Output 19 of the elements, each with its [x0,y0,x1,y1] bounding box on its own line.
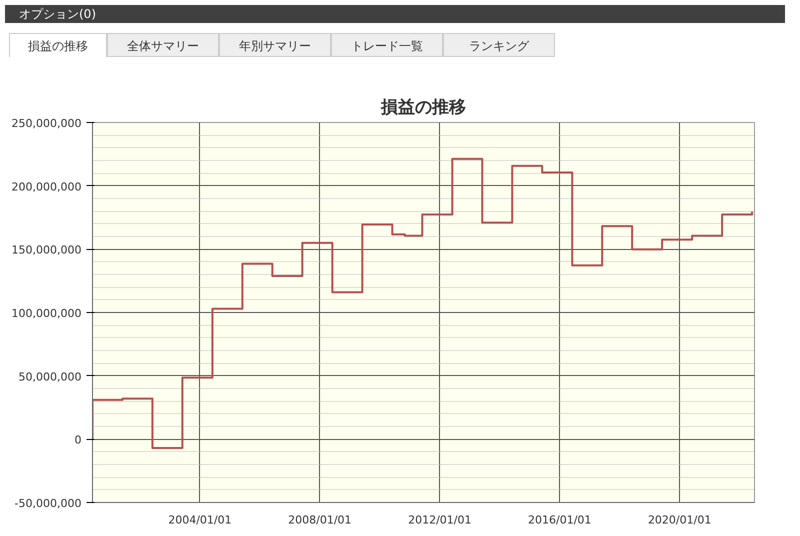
chart-title: 損益の推移 [380,98,466,118]
x-tick-label: 2004/01/01 [168,514,232,526]
x-tick-label: 2012/01/01 [408,514,472,526]
y-tick-label: 0 [74,434,82,447]
text: トレード一覧 [331,33,443,57]
y-tick-label: 150,000,000 [12,244,82,257]
y-tick-label: 200,000,000 [12,180,82,194]
y-tick-label: 100,000,000 [12,307,82,320]
y-tick-label: 250,000,000 [12,117,82,130]
text: 年別サマリー [219,33,331,57]
text: 損益の推移 [9,33,107,57]
text: オプション(0) [19,6,96,23]
x-tick-label: 2020/01/01 [648,514,712,526]
y-tick-label: -50,000,000 [14,497,82,510]
x-tick-label: 2016/01/01 [528,514,592,526]
x-tick-label: 2008/01/01 [288,514,352,526]
text: 全体サマリー [107,33,219,57]
text: ランキング [443,33,555,57]
y-tick-label: 50,000,000 [18,370,82,384]
